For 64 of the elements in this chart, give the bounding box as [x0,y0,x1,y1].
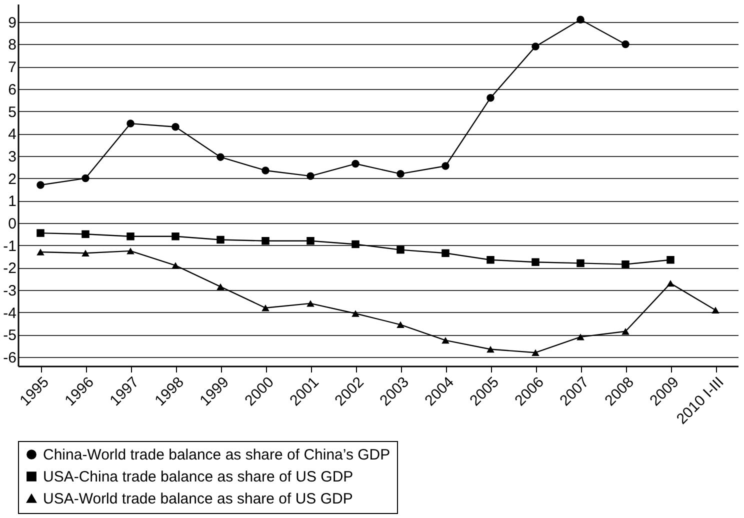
point [126,232,134,240]
point [712,306,720,314]
point [216,236,224,244]
point [666,280,674,287]
point [396,170,404,178]
point [442,336,450,344]
point [216,283,224,290]
point [82,174,90,182]
y-tick-label: 6 [8,81,16,98]
point [306,172,314,180]
point [352,160,360,168]
point [306,236,314,245]
point [216,153,224,161]
point [532,258,540,266]
point [36,181,44,189]
point [486,346,494,353]
point [532,349,540,356]
y-tick-label: 7 [8,59,16,76]
point [306,300,314,307]
y-tick-label: -4 [3,304,16,322]
y-tick-label: 4 [8,126,16,144]
y-tick-label: -5 [3,327,16,344]
legend-label: USA-China trade balance as share of US GDP [43,468,354,486]
y-tick-label: 2 [8,170,16,188]
point [396,246,404,254]
point [82,230,90,238]
point [36,248,44,256]
point [576,259,584,268]
legend-label: USA-World trade balance as share of US GDP [43,490,353,508]
point [576,334,584,340]
point [622,260,630,268]
point [36,229,44,237]
point [666,256,674,264]
point [126,120,134,128]
y-tick-label: 1 [8,193,16,210]
point [622,40,630,48]
point [172,232,180,240]
point [172,262,180,269]
point [262,236,270,245]
y-tick-label: 5 [8,104,16,121]
point [352,240,360,248]
y-tick-label: -1 [3,238,16,255]
point [262,304,270,312]
point [442,249,450,258]
point [126,248,134,254]
point [82,250,90,257]
point [486,94,494,102]
point [486,256,494,264]
point [262,166,270,174]
y-tick-label: -3 [3,282,16,300]
point [396,321,404,328]
point [622,328,630,335]
y-tick-label: 0 [8,215,16,232]
y-tick-label: -2 [3,260,16,278]
point [442,162,450,170]
point [172,123,180,131]
point [576,16,584,24]
legend-label: China-World trade balance as share of China’s GDP [43,446,390,464]
y-tick-label: 8 [8,36,16,54]
point [352,310,360,317]
y-tick-label: 9 [8,14,16,32]
y-tick-label: 3 [8,148,16,166]
y-tick-label: -6 [3,350,16,367]
point [532,42,540,50]
